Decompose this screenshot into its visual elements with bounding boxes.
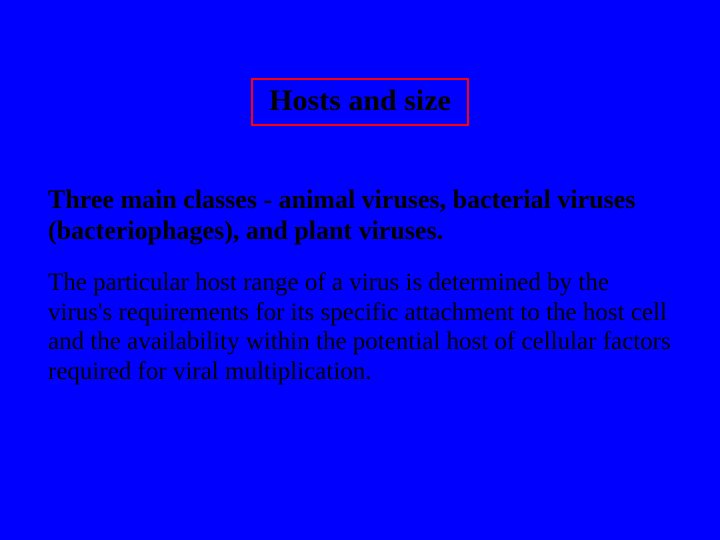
slide-title: Hosts and size [269,84,451,117]
classes-heading: Three main classes - animal viruses, bac… [48,184,672,246]
title-box: Hosts and size [251,78,469,126]
body-paragraph: The particular host range of a virus is … [48,268,672,386]
slide-container: Hosts and size Three main classes - anim… [0,0,720,540]
